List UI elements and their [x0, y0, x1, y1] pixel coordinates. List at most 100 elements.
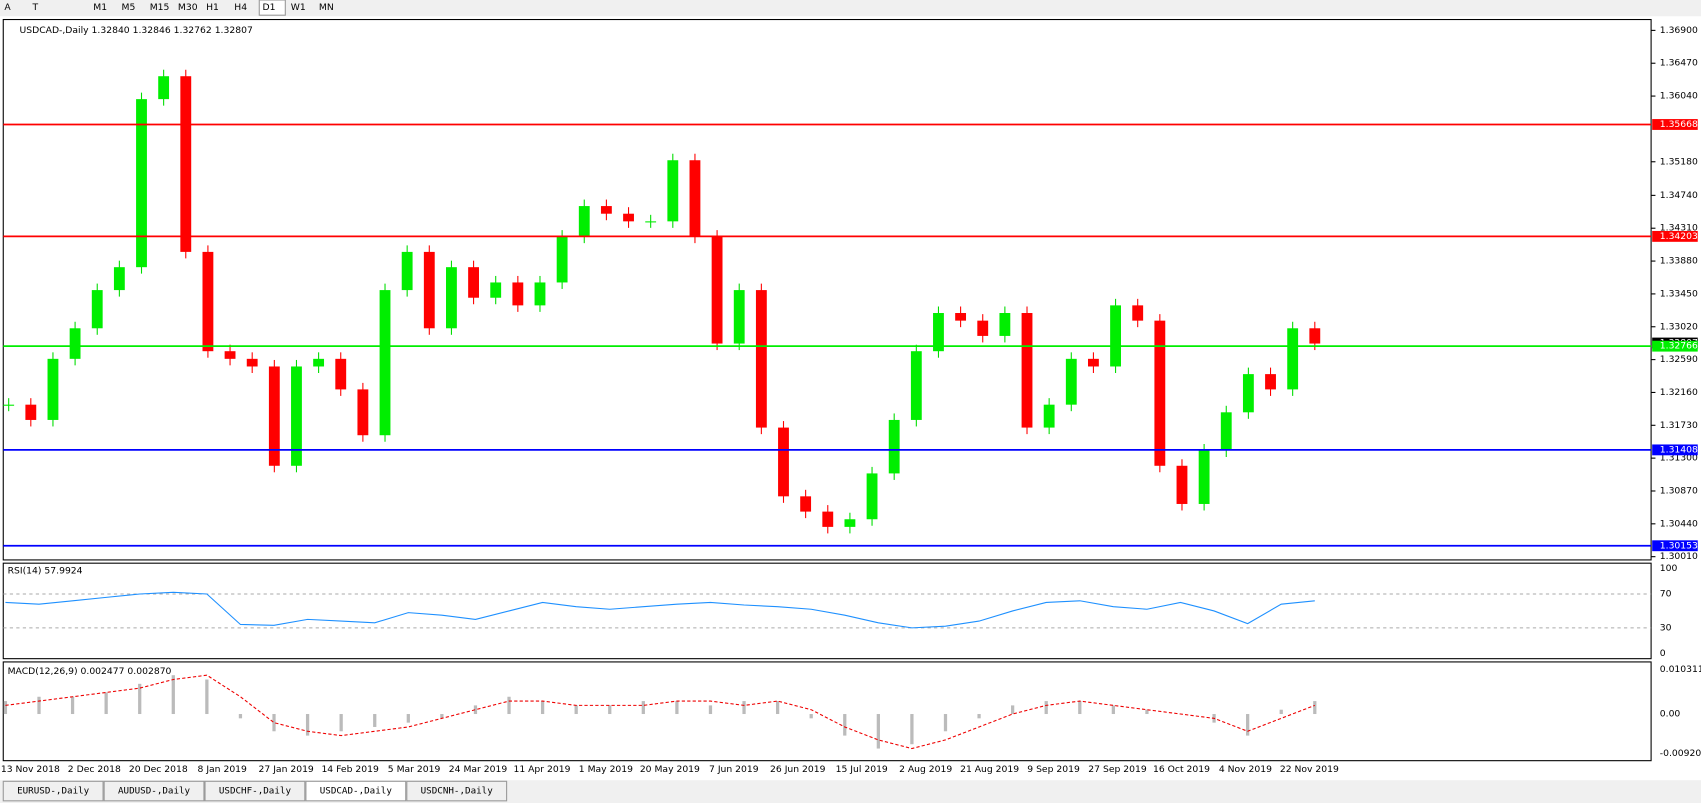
candle: [423, 251, 435, 329]
timeframe-button[interactable]: M1: [93, 2, 107, 13]
price-label: 1.35180: [1660, 156, 1698, 167]
candle: [357, 389, 369, 436]
macd-axis-label: 0.00: [1660, 709, 1681, 720]
tab-label[interactable]: USDCNH-,Daily: [421, 786, 494, 797]
candle: [888, 419, 900, 474]
timeframe-button[interactable]: M30: [178, 2, 198, 13]
date-label: 22 Nov 2019: [1280, 764, 1339, 775]
price-label: 1.33020: [1660, 321, 1698, 332]
tab-label[interactable]: EURUSD-,Daily: [17, 786, 90, 797]
candle: [711, 236, 723, 344]
candle: [645, 221, 657, 223]
candle: [733, 290, 745, 344]
candle: [600, 206, 612, 214]
candle: [180, 76, 192, 252]
macd-bar: [272, 714, 276, 732]
macd-bar: [305, 714, 310, 736]
candle: [446, 267, 457, 329]
level-tag: [1652, 119, 1698, 130]
candle: [822, 511, 834, 527]
toolbar-icon[interactable]: A: [4, 2, 11, 13]
candle: [512, 282, 524, 306]
date-label: 8 Jan 2019: [198, 764, 248, 775]
macd-bar: [104, 692, 108, 715]
macd-bar: [138, 683, 142, 715]
candle: [25, 404, 37, 420]
macd-bar: [540, 701, 545, 715]
rsi-axis-label: 100: [1660, 563, 1678, 574]
rsi-line: [5, 591, 1315, 629]
tab-label[interactable]: AUDUSD-,Daily: [118, 786, 191, 797]
price-label: 1.34740: [1660, 190, 1698, 201]
macd-bar: [876, 714, 880, 749]
main-panel: [2, 18, 1652, 561]
macd-bar: [205, 679, 209, 715]
tab[interactable]: [2, 780, 104, 802]
chart-header: USDCAD-,Daily 1.32840 1.32846 1.32762 1.…: [20, 25, 253, 36]
date-label: 9 Sep 2019: [1027, 764, 1080, 775]
macd-bar: [1044, 701, 1048, 715]
candle: [933, 313, 944, 352]
candle: [69, 328, 81, 359]
price-label: 1.34310: [1660, 223, 1698, 234]
candle: [401, 251, 413, 291]
date-label: 1 May 2019: [579, 764, 633, 775]
timeframe-button[interactable]: M15: [150, 2, 170, 13]
level-label: 1.30153: [1660, 540, 1698, 551]
price-label: 1.33880: [1660, 256, 1698, 267]
macd-bar: [440, 714, 444, 719]
macd-bar: [473, 705, 478, 715]
level-label: 1.31408: [1660, 444, 1698, 455]
candle: [1088, 358, 1099, 367]
level-label: 1.35668: [1660, 119, 1698, 130]
candle: [689, 160, 701, 237]
macd-bar: [641, 701, 645, 715]
price-label: 1.36900: [1660, 25, 1698, 36]
tab[interactable]: [204, 780, 306, 802]
price-label: 1.36470: [1660, 58, 1698, 69]
timeframe-button[interactable]: H1: [206, 2, 219, 13]
candle: [534, 282, 546, 306]
macd-bar: [339, 714, 343, 732]
candle: [556, 236, 568, 283]
date-label: 11 Apr 2019: [513, 764, 570, 775]
tab-label[interactable]: USDCHF-,Daily: [219, 786, 292, 797]
date-label: 14 Feb 2019: [321, 764, 379, 775]
macd-bar: [675, 701, 679, 715]
candle: [202, 251, 214, 352]
candle: [800, 496, 812, 512]
macd-bar: [1279, 709, 1283, 715]
tab[interactable]: [406, 780, 508, 802]
date-label: 27 Sep 2019: [1088, 764, 1147, 775]
macd-bar: [37, 696, 41, 715]
candle: [623, 213, 634, 222]
price-label: 1.30870: [1660, 485, 1698, 496]
timeframe-button[interactable]: M5: [122, 2, 136, 13]
toolbar-icon[interactable]: T: [32, 2, 39, 13]
macd-bar: [406, 714, 410, 723]
date-label: 2 Aug 2019: [899, 764, 952, 775]
date-label: 13 Nov 2018: [1, 764, 60, 775]
candle: [778, 427, 789, 497]
macd-bar: [3, 701, 8, 715]
price-label: 1.36040: [1660, 91, 1698, 102]
tab-label[interactable]: USDCAD-,Daily: [320, 786, 393, 797]
tab[interactable]: [305, 780, 407, 802]
date-label: 16 Oct 2019: [1153, 764, 1210, 775]
price-label: 1.30010: [1660, 551, 1698, 562]
timeframe-button[interactable]: MN: [319, 2, 334, 13]
macd-bar: [507, 696, 511, 715]
timeframe-button[interactable]: W1: [291, 2, 306, 13]
timeframe-button[interactable]: D1: [263, 2, 276, 13]
candle: [1021, 313, 1033, 428]
price-label: 1.30440: [1660, 518, 1698, 529]
candle: [224, 351, 236, 359]
tab[interactable]: [103, 780, 205, 802]
level-label: 1.32766: [1660, 341, 1698, 352]
macd-bar: [775, 701, 780, 715]
candle: [999, 313, 1011, 336]
timeframe-button[interactable]: H4: [234, 2, 247, 13]
candle: [977, 320, 989, 336]
